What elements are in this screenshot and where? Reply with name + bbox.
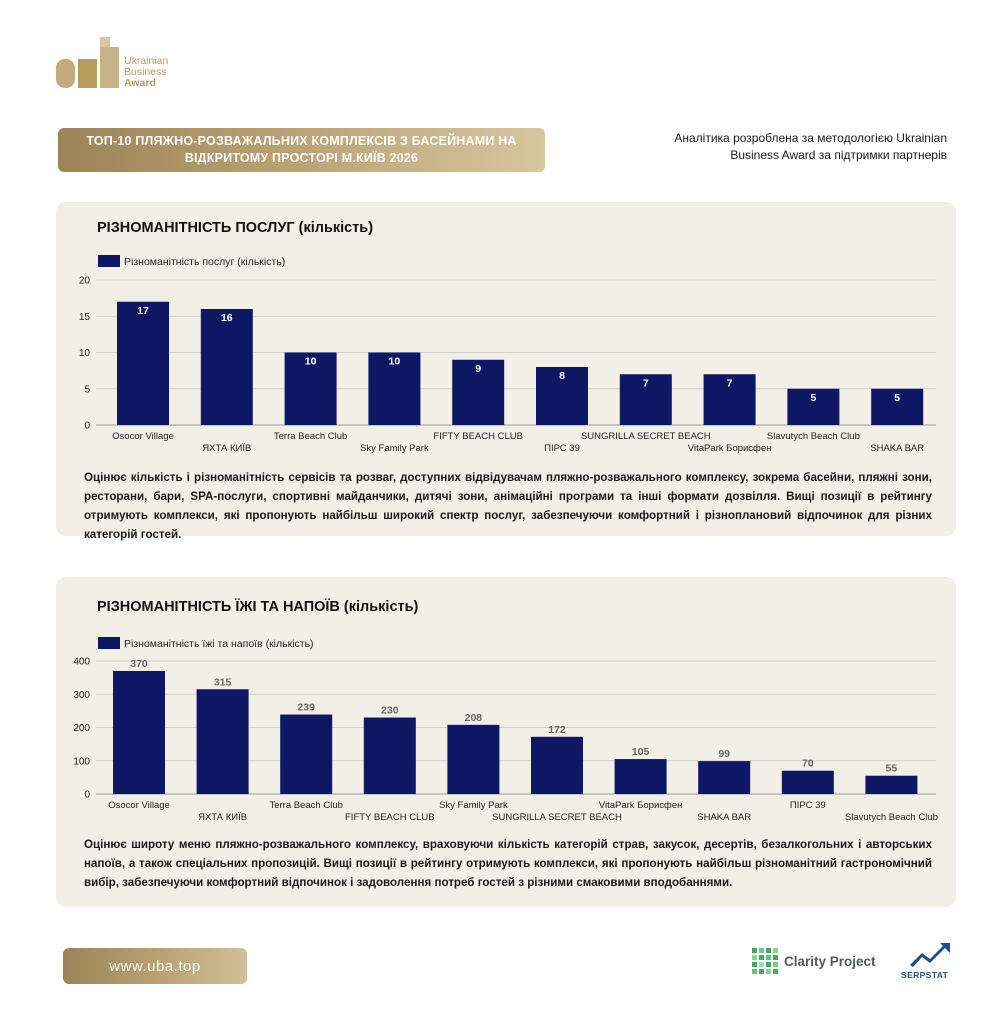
data-label: 5 (894, 392, 900, 404)
clarity-project-logo: Clarity Project (752, 948, 876, 974)
y-tick-label: 0 (84, 790, 90, 801)
website-link[interactable]: www.uba.top (63, 948, 247, 984)
y-tick-label: 20 (79, 276, 91, 287)
x-tick-label: FIFTY BEACH CLUB (433, 431, 523, 442)
data-label: 208 (465, 712, 483, 724)
data-label: 70 (802, 758, 814, 770)
y-tick-label: 10 (79, 348, 91, 359)
x-tick-label: Sky Family Park (439, 800, 508, 811)
x-tick-label: Terra Beach Club (269, 800, 342, 811)
legend-swatch (98, 255, 120, 267)
data-label: 239 (297, 702, 315, 714)
bar (619, 374, 672, 425)
bar (113, 670, 165, 794)
x-tick-label: SUNGRILLA SECRET BEACH (492, 812, 622, 823)
data-label: 9 (475, 363, 481, 375)
bar (703, 374, 756, 425)
food-card: Різноманітність їжі та напоїв (кількість… (56, 577, 956, 907)
services-card: Різноманітність послуг (кількість) 0 5 10 15… (56, 202, 956, 541)
data-label: 105 (632, 746, 650, 758)
x-tick-label: Sky Family Park (360, 443, 429, 454)
x-tick-label: ПІРС 39 (790, 800, 826, 811)
x-tick-label: ЯХТА КИЇВ (202, 443, 251, 454)
uba-logo (56, 37, 119, 88)
page-title-line1: ТОП-10 ПЛЯЖНО-РОЗВАЖАЛЬНИХ КОМПЛЕКСІВ З … (86, 134, 517, 148)
x-tick-label: SHAKA BAR (697, 812, 751, 823)
x-tick-label: Slavutych Beach Club (767, 431, 860, 442)
food-chart: Різноманітність їжі та напоїв (кількість… (73, 637, 938, 823)
x-tick-label: Osocor Village (108, 800, 170, 811)
y-tick-label: 15 (79, 312, 91, 323)
data-label: 17 (137, 305, 149, 317)
bar (531, 736, 583, 794)
food-chart-title: РІЗНОМАНІТНІСТЬ ЇЖІ ТА НАПОЇВ (кількість… (97, 599, 419, 615)
data-label: 99 (718, 748, 730, 760)
legend-label: Різноманітність послуг (кількість) (124, 256, 285, 268)
bar (200, 309, 253, 425)
x-tick-label: SUNGRILLA SECRET BEACH (581, 431, 711, 442)
bar (614, 759, 667, 794)
serpstat-icon (910, 943, 950, 967)
bar (781, 770, 834, 794)
bar (196, 689, 249, 794)
y-tick-label: 100 (73, 756, 90, 767)
services-chart-title: РІЗНОМАНІТНІСТЬ ПОСЛУГ (кількість) (97, 220, 374, 236)
data-label: 16 (221, 312, 233, 324)
bar (284, 352, 337, 425)
x-tick-label: Terra Beach Club (274, 431, 347, 442)
bar (117, 301, 169, 425)
x-tick-label: VitaPark Борисфен (688, 443, 772, 454)
services-description: Оцінює кількість і різноманітність серві… (84, 471, 932, 541)
data-label: 7 (727, 377, 733, 389)
serpstat-logo-text: SERPSTAT (901, 970, 949, 980)
data-label: 5 (810, 392, 816, 404)
bar (368, 352, 421, 425)
y-tick-label: 300 (73, 690, 90, 701)
methodology-note: Аналітика розроблена за методологією Ukr… (674, 131, 947, 162)
x-tick-label: SHAKA BAR (870, 443, 924, 454)
bar (363, 717, 416, 794)
data-label: 315 (214, 676, 232, 688)
bar (787, 388, 840, 425)
data-label: 10 (389, 356, 401, 368)
clarity-text: Clarity Project (784, 953, 876, 969)
data-label: 230 (381, 705, 399, 717)
bar (280, 714, 333, 794)
bar (536, 367, 588, 425)
logo-text: Ukrainian Business Award (124, 55, 169, 89)
food-description: Оцінює широту меню пляжно-розважального … (84, 838, 932, 889)
bar (698, 761, 751, 794)
x-tick-label: Slavutych Beach Club (845, 812, 938, 823)
data-label: 7 (643, 377, 649, 389)
data-label: 370 (130, 658, 148, 670)
y-tick-label: 200 (73, 723, 90, 734)
data-label: 8 (559, 370, 565, 382)
legend-swatch (98, 637, 120, 649)
legend-label: Різноманітність їжі та напоїв (кількість… (124, 638, 314, 650)
page-title-line2: ВІДКРИТОМУ ПРОСТОРІ М.КИЇВ 2026 (184, 151, 419, 165)
data-label: 55 (886, 763, 898, 775)
data-label: 10 (305, 356, 317, 368)
bar (865, 775, 918, 794)
x-tick-label: FIFTY BEACH CLUB (345, 812, 435, 823)
services-chart: Різноманітність послуг (кількість) 0 5 10 15… (79, 255, 936, 454)
y-tick-label: 0 (84, 421, 90, 432)
y-tick-label: 400 (73, 657, 90, 668)
x-tick-label: ПІРС 39 (544, 443, 580, 454)
x-tick-label: Osocor Village (112, 431, 174, 442)
bar (452, 359, 505, 425)
page-title: ТОП-10 ПЛЯЖНО-РОЗВАЖАЛЬНИХ КОМПЛЕКСІВ З … (58, 128, 545, 172)
y-tick-label: 5 (84, 384, 90, 395)
bar (447, 724, 500, 794)
x-tick-label: VitaPark Борисфен (599, 800, 683, 811)
data-label: 172 (548, 724, 566, 736)
bar (871, 388, 924, 425)
x-tick-label: ЯХТА КИЇВ (198, 812, 247, 823)
clarity-icon (752, 948, 778, 974)
